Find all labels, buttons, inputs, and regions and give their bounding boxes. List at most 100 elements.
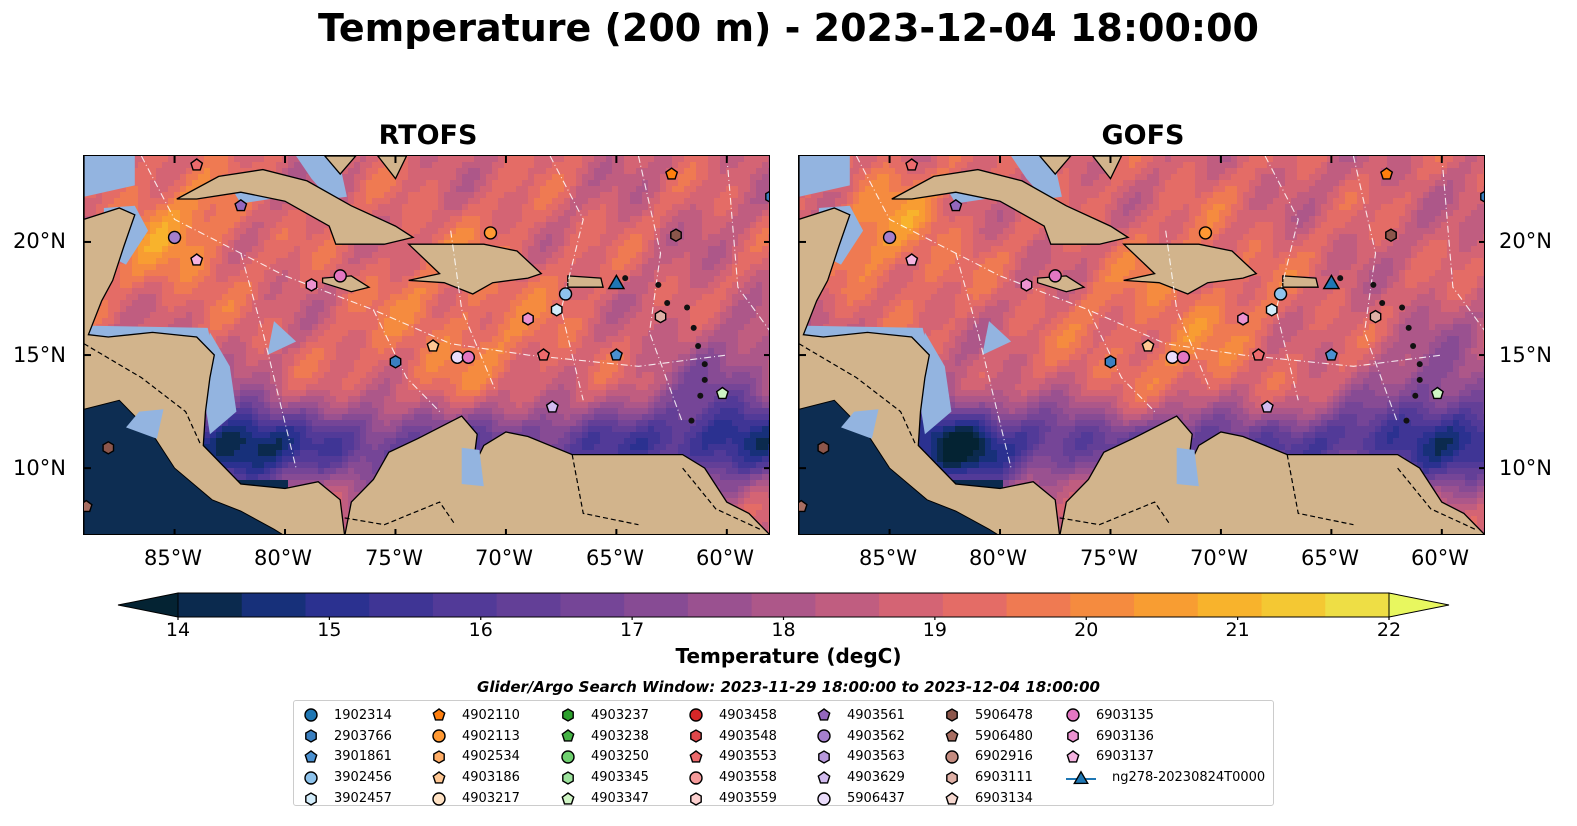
legend-item-label: 4903458 [719,707,777,723]
legend-item-4902113: 4902113 [432,726,520,747]
legend-marker-circle-icon [432,791,446,806]
lat-label-20n-right: 20°N [1499,229,1552,253]
legend-item-4903559: 4903559 [689,788,777,809]
lat-label-20n-left: 20°N [13,229,66,253]
colorbar-tick-label: 14 [165,619,191,641]
colorbar-bin [1134,593,1199,617]
legend-marker-circle-icon [1066,708,1080,723]
legend-item-label: 4903559 [719,791,777,807]
float-marker-5906437 [1165,350,1180,365]
colorbar-label: Temperature (degC) [675,644,902,668]
float-marker-6903135 [1176,350,1191,365]
colorbar-tick-label: 17 [620,619,645,641]
lon-label-65w-right: 65°W [1301,546,1359,570]
float-marker-6903136 [522,312,534,326]
float-marker-4902113 [1198,226,1213,240]
float-marker-4903629 [1260,400,1274,413]
float-marker-6903136 [1020,278,1033,292]
float-legend: 1902314 2903766 3901861 3902456 3902457 49021… [293,700,1274,806]
legend-marker-circle-icon [817,729,831,743]
float-marker-3902456 [1273,287,1288,301]
float-marker-3902456 [558,287,573,301]
legend-item-4903458: 4903458 [689,705,777,726]
float-marker-6903137 [190,253,204,266]
legend-item-label: 6903111 [975,770,1033,786]
legend-item-label: 4903238 [591,728,649,744]
float-marker-4903553 [1251,348,1266,361]
float-marker-4903629 [545,400,559,413]
float-marker-2903766 [765,191,769,203]
colorbar-tick-label: 22 [1376,619,1402,641]
figure-title: Temperature (200 m) - 2023-12-04 18:00:0… [317,6,1259,50]
float-marker-6903136 [1237,312,1249,326]
legend-item-6903135: 6903135 [1066,705,1265,726]
legend-item-label: 5906478 [975,707,1033,723]
float-marker-6903136 [305,278,318,292]
lon-label-60w-right: 60°W [1411,546,1469,570]
gofs-map-canvas [799,156,1484,534]
float-marker-2903766 [1480,191,1484,203]
legend-item-4902110: 4902110 [432,705,520,726]
float-marker-6903135 [461,350,476,365]
lon-label-75w-left: 75°W [365,546,423,570]
legend-item-4903563: 4903563 [817,747,905,768]
colorbar-tick-label: 21 [1225,619,1250,641]
legend-item-label: 4903561 [847,707,905,723]
colorbar-tick-label: 20 [1074,619,1099,641]
float-marker-4903553 [536,348,551,361]
float-marker-6903111 [654,309,667,324]
lon-label-70w-right: 70°W [1190,546,1248,570]
lon-label-65w-left: 65°W [586,546,644,570]
legend-item-label: 4903347 [591,791,649,807]
legend-marker-circle-icon [304,771,318,785]
colorbar-bin [178,593,243,617]
legend-item-label: 4902113 [462,728,520,744]
legend-column: 4903561 4903562 4903563 4903629 5906437 [817,705,905,809]
legend-item-4903347: 4903347 [561,788,649,809]
legend-item-label: 3901861 [334,749,392,765]
search-window-caption: Glider/Argo Search Window: 2023-11-29 18… [477,678,1100,696]
float-marker-4903562 [167,230,182,245]
legend-item-label: 4903562 [847,728,905,744]
colorbar-bin [496,593,562,617]
legend-item-5906480: 5906480 [945,726,1033,747]
legend-item-2903766: 2903766 [304,726,392,747]
legend-item-label: 4903237 [591,707,649,723]
legend-marker-circle-icon [945,750,959,764]
colorbar [117,592,1450,620]
legend-marker-hexagon-icon [305,791,317,806]
lon-label-85w-left: 85°W [144,546,202,570]
legend-item-label: 6903134 [975,791,1033,807]
legend-item-label: 6903135 [1096,707,1154,723]
colorbar-max-extend [1388,592,1450,618]
legend-marker-pentagon-icon [689,750,703,763]
lon-label-80w-right: 80°W [969,546,1027,570]
legend-item-4903562: 4903562 [817,726,905,747]
legend-column: 4902110 4902113 4902534 4903186 4903217 [432,705,520,809]
float-marker-4903553 [190,158,204,171]
lon-label-60w-left: 60°W [696,546,754,570]
float-marker-ng278-20230824T0000 [607,274,626,290]
lat-label-15n-left: 15°N [13,343,66,367]
colorbar-bin [560,593,625,617]
legend-marker-pentagon-icon [1066,750,1080,763]
legend-marker-triangle-icon [1073,770,1089,784]
legend-marker-circle-icon [689,708,703,723]
legend-item-4903558: 4903558 [689,767,777,788]
float-marker-6903111 [1369,309,1382,324]
colorbar-bin [1070,593,1135,617]
lon-label-80w-left: 80°W [254,546,312,570]
lat-label-15n-right: 15°N [1499,343,1552,367]
legend-column: 5906478 5906480 6902916 6903111 6903134 [945,705,1033,809]
colorbar-bin [879,593,944,617]
legend-item-6903137: 6903137 [1066,747,1265,768]
legend-item-label: ng278-20230824T0000 [1112,770,1266,786]
legend-item-label: 4902534 [462,749,520,765]
legend-marker-hexagon-icon [690,729,702,743]
legend-item-4903217: 4903217 [432,788,520,809]
legend-item-label: 4903629 [847,770,905,786]
float-marker-4903347 [1430,386,1444,400]
legend-item-4903345: 4903345 [561,767,649,788]
legend-marker-hexagon-icon [562,708,574,723]
panel-title-rtofs: RTOFS [378,120,478,151]
